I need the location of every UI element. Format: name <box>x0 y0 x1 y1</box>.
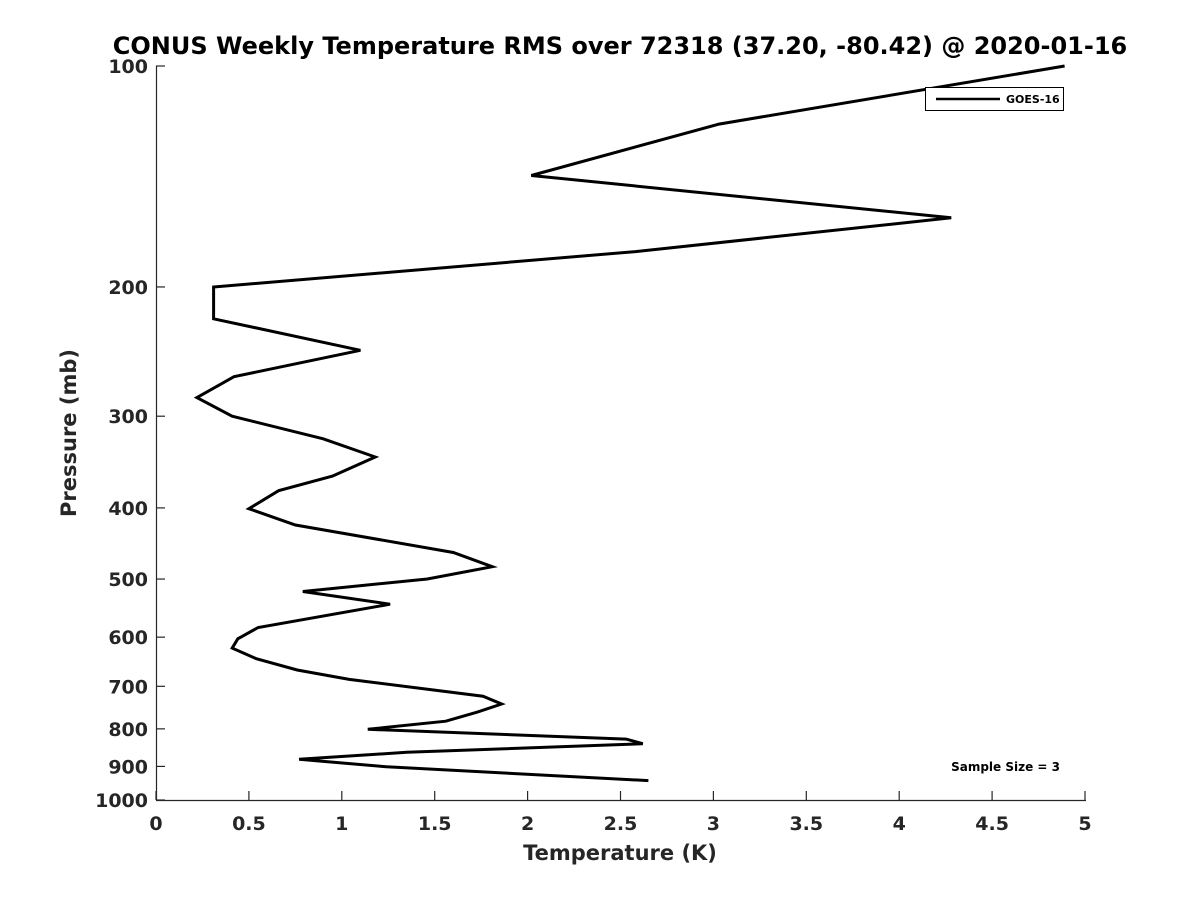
x-tick-label: 5 <box>1078 813 1091 835</box>
x-tick-label: 3 <box>707 813 720 835</box>
y-tick-label: 900 <box>108 756 148 778</box>
x-axis-label: Temperature (K) <box>523 841 717 865</box>
x-tick-label: 2 <box>521 813 534 835</box>
x-tick-label: 0 <box>149 813 162 835</box>
x-tick-label: 2.5 <box>604 813 638 835</box>
y-tick-label: 400 <box>108 498 148 520</box>
x-tick-label: 0.5 <box>232 813 266 835</box>
y-tick-label: 1000 <box>95 790 148 812</box>
y-tick-label: 600 <box>108 627 148 649</box>
x-tick-label: 4.5 <box>975 813 1009 835</box>
x-tick-label: 4 <box>893 813 906 835</box>
y-axis-label: Pressure (mb) <box>57 349 81 517</box>
legend: GOES-16 <box>925 87 1064 111</box>
x-tick-label: 1.5 <box>418 813 452 835</box>
x-axis-ticks: 0 0.5 1 1.5 2 2.5 3 3.5 4 4.5 5 <box>149 791 1092 835</box>
legend-label-goes-16: GOES-16 <box>1006 93 1060 106</box>
x-tick-label: 1 <box>335 813 348 835</box>
y-tick-label: 700 <box>108 676 148 698</box>
y-axis-ticks: 100 200 300 400 500 600 700 800 900 1000 <box>95 56 165 812</box>
y-tick-label: 800 <box>108 719 148 741</box>
y-tick-label: 300 <box>108 406 148 428</box>
chart-title: CONUS Weekly Temperature RMS over 72318 … <box>113 32 1127 60</box>
x-tick-label: 3.5 <box>789 813 823 835</box>
series-layer <box>193 64 1065 783</box>
y-tick-label: 500 <box>108 569 148 591</box>
y-tick-label: 200 <box>108 277 148 299</box>
y-tick-label: 100 <box>108 56 148 78</box>
series-line-goes-16 <box>193 64 1065 783</box>
sample-size-annotation: Sample Size = 3 <box>951 760 1060 774</box>
